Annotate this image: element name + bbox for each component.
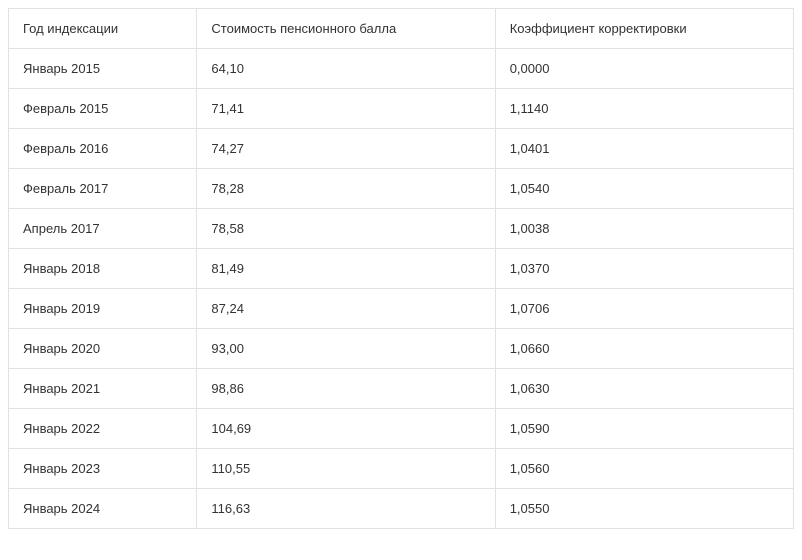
cell-year: Февраль 2015 — [9, 89, 197, 129]
table-row: Февраль 2017 78,28 1,0540 — [9, 169, 794, 209]
cell-coef: 1,0401 — [495, 129, 793, 169]
table-row: Январь 2024 116,63 1,0550 — [9, 489, 794, 529]
cell-coef: 1,0590 — [495, 409, 793, 449]
cell-coef: 1,0038 — [495, 209, 793, 249]
cell-cost: 110,55 — [197, 449, 495, 489]
table-row: Январь 2015 64,10 0,0000 — [9, 49, 794, 89]
cell-coef: 0,0000 — [495, 49, 793, 89]
cell-year: Январь 2023 — [9, 449, 197, 489]
column-header-coef: Коэффициент корректировки — [495, 9, 793, 49]
table-row: Январь 2020 93,00 1,0660 — [9, 329, 794, 369]
column-header-cost: Стоимость пенсионного балла — [197, 9, 495, 49]
cell-cost: 78,58 — [197, 209, 495, 249]
cell-year: Февраль 2017 — [9, 169, 197, 209]
cell-coef: 1,0560 — [495, 449, 793, 489]
cell-coef: 1,1140 — [495, 89, 793, 129]
cell-year: Январь 2024 — [9, 489, 197, 529]
column-header-year: Год индексации — [9, 9, 197, 49]
cell-coef: 1,0550 — [495, 489, 793, 529]
cell-year: Апрель 2017 — [9, 209, 197, 249]
table-row: Январь 2022 104,69 1,0590 — [9, 409, 794, 449]
cell-cost: 81,49 — [197, 249, 495, 289]
cell-cost: 74,27 — [197, 129, 495, 169]
cell-coef: 1,0540 — [495, 169, 793, 209]
table-row: Январь 2019 87,24 1,0706 — [9, 289, 794, 329]
table-header-row: Год индексации Стоимость пенсионного бал… — [9, 9, 794, 49]
cell-cost: 116,63 — [197, 489, 495, 529]
cell-cost: 93,00 — [197, 329, 495, 369]
cell-cost: 64,10 — [197, 49, 495, 89]
table-row: Январь 2018 81,49 1,0370 — [9, 249, 794, 289]
cell-cost: 104,69 — [197, 409, 495, 449]
table-body: Январь 2015 64,10 0,0000 Февраль 2015 71… — [9, 49, 794, 529]
cell-cost: 78,28 — [197, 169, 495, 209]
table-row: Февраль 2016 74,27 1,0401 — [9, 129, 794, 169]
table-row: Апрель 2017 78,58 1,0038 — [9, 209, 794, 249]
cell-cost: 87,24 — [197, 289, 495, 329]
cell-year: Январь 2015 — [9, 49, 197, 89]
cell-coef: 1,0706 — [495, 289, 793, 329]
cell-year: Январь 2020 — [9, 329, 197, 369]
cell-year: Февраль 2016 — [9, 129, 197, 169]
cell-year: Январь 2022 — [9, 409, 197, 449]
cell-year: Январь 2021 — [9, 369, 197, 409]
cell-year: Январь 2019 — [9, 289, 197, 329]
table-row: Январь 2021 98,86 1,0630 — [9, 369, 794, 409]
pension-indexation-table: Год индексации Стоимость пенсионного бал… — [8, 8, 794, 529]
cell-coef: 1,0660 — [495, 329, 793, 369]
cell-coef: 1,0630 — [495, 369, 793, 409]
cell-cost: 98,86 — [197, 369, 495, 409]
cell-coef: 1,0370 — [495, 249, 793, 289]
table-header: Год индексации Стоимость пенсионного бал… — [9, 9, 794, 49]
cell-cost: 71,41 — [197, 89, 495, 129]
table-row: Февраль 2015 71,41 1,1140 — [9, 89, 794, 129]
table-row: Январь 2023 110,55 1,0560 — [9, 449, 794, 489]
cell-year: Январь 2018 — [9, 249, 197, 289]
